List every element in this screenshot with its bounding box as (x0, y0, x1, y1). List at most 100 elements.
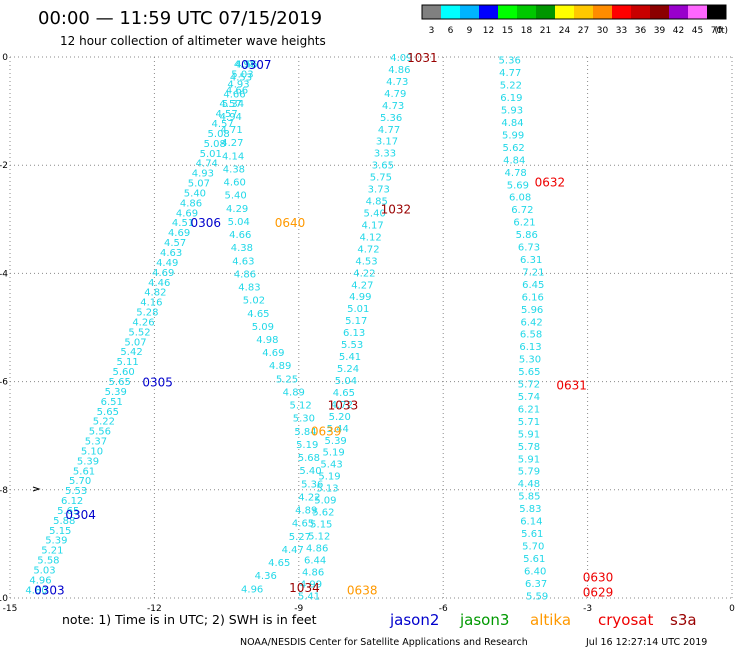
x-tick-label: 0 (729, 604, 735, 614)
swh-point: 5.84 (294, 427, 316, 438)
legend-jason3: jason3 (459, 611, 509, 629)
color-swatch (479, 5, 498, 19)
y-tick-label: -8 (0, 486, 8, 496)
swh-point: 4.56 (235, 59, 257, 70)
x-tick-label: -12 (147, 604, 162, 614)
swh-point: 4.89 (283, 387, 305, 398)
plot-grid (9, 56, 733, 599)
color-scale-tick: 21 (540, 26, 551, 36)
swh-point: 4.71 (220, 125, 242, 136)
swh-point: 4.99 (349, 292, 371, 303)
swh-point: 5.19 (318, 472, 340, 483)
swh-point: 5.62 (312, 508, 334, 519)
swh-point: 4.77 (378, 125, 400, 136)
swh-point: 4.22 (353, 268, 375, 279)
y-tick-label: -4 (0, 269, 8, 279)
swh-point: 5.93 (501, 106, 523, 117)
legend-jason2: jason2 (389, 611, 439, 629)
plot-axes: -15 -12 -9 -6 -3 0 0 -2 -4 -6 -8 -10 (0, 53, 735, 614)
swh-point: 5.70 (69, 476, 91, 487)
swh-point: 5.08 (204, 139, 226, 150)
swh-point: 4.53 (230, 73, 252, 84)
swh-point: 4.86 (306, 543, 328, 554)
y-tick-label: -10 (0, 594, 8, 604)
swh-point: 6.73 (518, 243, 540, 254)
swh-point: 5.11 (116, 357, 138, 368)
pass-label: 0305 (142, 376, 173, 390)
swh-point: 5.30 (519, 355, 541, 366)
pass-label: 0638 (347, 583, 378, 597)
swh-point: 4.89 (295, 506, 317, 517)
swh-point: 6.42 (520, 317, 542, 328)
color-scale-tick: 18 (521, 26, 533, 36)
swh-point: 6.12 (61, 496, 83, 507)
swh-point: 4.80 (25, 585, 47, 596)
pass-label: 1032 (381, 202, 412, 216)
swh-point: 5.19 (322, 448, 344, 459)
swh-point: 5.52 (128, 327, 150, 338)
swath-arrow-icon (32, 486, 41, 492)
swh-point: 5.60 (113, 367, 135, 378)
footer-note: note: 1) Time is in UTC; 2) SWH is in fe… (62, 612, 317, 627)
pass-label: 1033 (328, 398, 359, 412)
swh-point: 4.63 (160, 248, 182, 259)
swh-point: 3.17 (376, 137, 398, 148)
swh-point: 5.01 (347, 304, 369, 315)
swh-point: 6.45 (522, 280, 544, 291)
swh-point: 4.69 (176, 208, 198, 219)
swh-point: 6.13 (343, 328, 365, 339)
swh-point: 5.58 (37, 556, 59, 567)
swh-point: 5.41 (298, 591, 320, 602)
swh-point: 7.21 (522, 267, 544, 278)
swh-point: 5.79 (518, 467, 540, 478)
swh-point: 4.38 (223, 164, 245, 175)
color-scale-tick: 15 (502, 26, 513, 36)
legend-altika: altika (530, 611, 571, 629)
swh-point: 6.37 (525, 579, 547, 590)
footer-timestamp: Jul 16 12:27:14 UTC 2019 (585, 637, 707, 648)
color-scale-tick: 30 (597, 26, 609, 36)
x-tick-label: -3 (583, 604, 592, 614)
swh-point: 4.57 (212, 119, 234, 130)
color-scale-tick: 6 (448, 26, 454, 36)
swh-point: 4.57 (215, 109, 237, 120)
color-swatch (707, 5, 726, 19)
x-tick-label: -6 (439, 604, 448, 614)
swh-point: 4.16 (140, 298, 162, 309)
color-scale-tick: 12 (483, 26, 494, 36)
color-swatch (669, 5, 688, 19)
swh-point: 5.88 (53, 516, 75, 527)
swh-point: 4.27 (221, 138, 243, 149)
swh-point: 6.19 (500, 93, 522, 104)
swh-point: 4.72 (331, 400, 353, 411)
color-swatch (574, 5, 593, 19)
color-swatch (555, 5, 574, 19)
swh-point: 5.71 (518, 417, 540, 428)
color-swatch (460, 5, 479, 19)
legend-cryosat: cryosat (598, 611, 653, 629)
pass-label: 1031 (407, 51, 438, 65)
y-tick-label: -2 (0, 161, 8, 171)
swh-point: 4.51 (172, 218, 194, 229)
satellite-legend: jason2 jason3 altika cryosat s3a (389, 611, 697, 629)
swh-point: 5.40 (184, 188, 206, 199)
swh-point: 5.68 (298, 453, 320, 464)
swh-point: 4.46 (148, 278, 170, 289)
color-scale-bar: 3 6 9 12 15 18 21 24 27 30 33 36 39 42 45 70(ft) (421, 4, 728, 36)
swh-point: 4.89 (269, 361, 291, 372)
color-scale-tick: 9 (467, 26, 473, 36)
swh-point: 6.21 (518, 404, 540, 415)
swh-point: 5.69 (507, 180, 529, 191)
swh-point: 5.07 (188, 179, 210, 190)
swh-point: 5.36 (380, 113, 402, 124)
swh-point: 6.72 (511, 205, 533, 216)
color-scale-tick: 36 (635, 26, 647, 36)
swh-point: 5.39 (105, 387, 127, 398)
color-scale-tick: 3 (429, 26, 435, 36)
swh-point: 4.74 (196, 159, 218, 170)
x-tick-label: -9 (294, 604, 303, 614)
swh-point: 4.82 (144, 288, 166, 299)
swh-point: 4.29 (226, 204, 248, 215)
swh-point: 4.14 (222, 151, 244, 162)
swh-point: 5.10 (81, 446, 103, 457)
